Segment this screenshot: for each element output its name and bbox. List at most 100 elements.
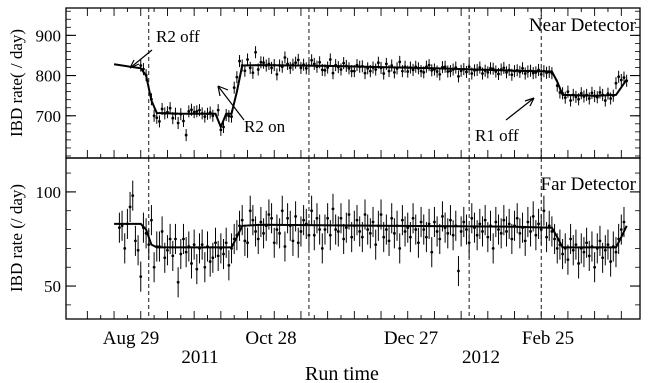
near-y-tick-label: 700: [36, 107, 62, 126]
near-plot-area: 700 800 900: [36, 8, 640, 158]
far-data-point: [457, 269, 460, 273]
far-data-point: [585, 241, 589, 245]
far-data-point: [510, 237, 514, 241]
far-data-point: [465, 228, 468, 231]
far-data-point: [344, 226, 348, 230]
near-data-point: [256, 68, 260, 71]
far-data-point: [342, 237, 346, 241]
far-data-point: [310, 209, 314, 213]
near-data-point: [566, 90, 570, 94]
near-data-point: [387, 69, 391, 73]
near-data-point: [411, 68, 415, 72]
near-data-point: [331, 71, 335, 75]
far-data-point: [168, 237, 172, 241]
far-data-point: [128, 205, 132, 209]
far-data-point: [139, 275, 143, 279]
near-data-point: [523, 72, 527, 75]
near-data-point: [203, 115, 207, 118]
far-data-point: [211, 256, 215, 260]
far-data-point: [123, 246, 127, 250]
near-data-point: [323, 68, 327, 72]
far-data-point: [320, 246, 324, 250]
far-data-point: [435, 230, 439, 233]
near-data-point: [310, 58, 314, 62]
far-model-curve: [114, 222, 628, 249]
far-data-point: [176, 280, 180, 284]
far-data-point: [339, 216, 343, 220]
near-data-point: [502, 66, 506, 70]
far-data-point: [120, 224, 124, 228]
far-data-point: [387, 239, 391, 243]
far-data-point: [334, 228, 338, 231]
far-data-point: [350, 235, 354, 239]
far-data-point: [438, 237, 442, 241]
far-data-point: [171, 254, 175, 258]
far-data-point: [336, 230, 340, 233]
far-data-point: [195, 267, 199, 271]
near-data-point: [246, 58, 249, 61]
far-data-point: [417, 241, 420, 245]
far-data-point: [414, 228, 418, 231]
near-data-point: [219, 128, 223, 132]
near-data-point: [211, 114, 215, 118]
far-data-point: [499, 231, 503, 235]
near-data-point: [171, 116, 175, 120]
far-data-point: [515, 216, 519, 220]
far-data-point: [433, 220, 436, 224]
far-data-point: [323, 228, 327, 231]
near-data-point: [187, 109, 191, 113]
near-data-point: [270, 66, 273, 70]
year-label-2012: 2012: [462, 347, 500, 368]
far-data-point: [184, 250, 188, 254]
near-data-point: [617, 75, 621, 79]
year-label-2011: 2011: [181, 347, 218, 368]
far-data-point: [174, 237, 177, 241]
near-y-tick-label: 800: [36, 67, 62, 86]
far-data-point: [425, 235, 428, 239]
near-data-point: [467, 65, 471, 69]
near-data-point: [160, 107, 164, 111]
far-data-point: [216, 254, 220, 258]
far-data-point: [150, 218, 153, 222]
near-data-point: [227, 114, 231, 118]
near-data-point: [539, 72, 543, 76]
far-data-point: [462, 220, 466, 224]
near-data-point: [579, 91, 583, 95]
far-data-point: [593, 265, 597, 269]
far-data-point: [238, 224, 241, 228]
far-plot-area: 50 100: [36, 158, 640, 319]
far-data-point: [574, 243, 578, 247]
near-data-point: [587, 97, 591, 100]
x-tick-label-aug29: Aug 29: [103, 328, 159, 349]
near-data-point: [254, 50, 257, 54]
far-data-point: [539, 228, 543, 231]
far-data-point: [571, 248, 575, 252]
near-data-point: [430, 68, 434, 72]
far-data-point: [534, 233, 538, 237]
far-data-point: [152, 265, 156, 269]
near-data-point: [168, 106, 172, 110]
far-data-point: [502, 218, 506, 222]
near-data-point: [446, 70, 450, 73]
far-data-point: [294, 214, 297, 218]
near-data-point: [182, 119, 185, 123]
near-data-point: [419, 69, 423, 73]
x-tick-label-feb25: Feb 25: [522, 328, 574, 349]
far-data-point: [441, 214, 444, 218]
far-data-point: [214, 241, 217, 245]
near-data-point: [569, 99, 572, 102]
far-data-point: [497, 228, 500, 231]
far-data-point: [398, 246, 402, 250]
near-data-point: [577, 97, 580, 101]
far-data-point: [561, 252, 564, 256]
far-data-point: [259, 220, 263, 224]
near-data-point: [195, 109, 199, 113]
far-data-point: [526, 220, 530, 224]
far-data-point: [368, 231, 372, 235]
far-data-point: [203, 265, 207, 269]
near-detector-panel: 700 800 900 Near Detector IBD rate( / day): [7, 7, 641, 159]
near-data-point: [342, 61, 346, 65]
far-data-point: [449, 218, 452, 222]
far-data-point: [486, 235, 490, 239]
near-data-point: [328, 58, 332, 61]
